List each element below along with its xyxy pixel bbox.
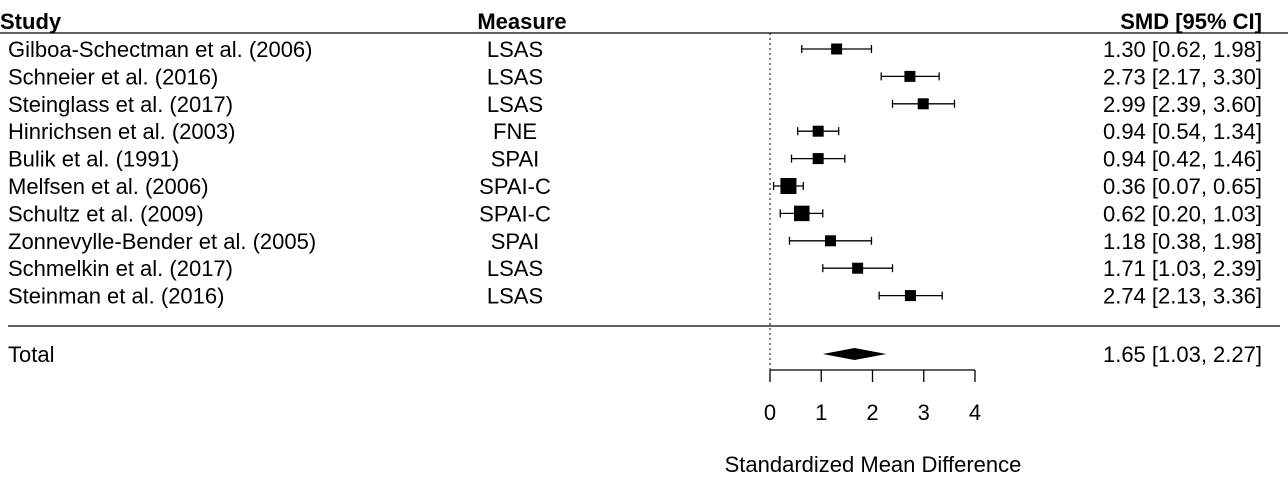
study-row: Schmelkin et al. (2017) LSAS 1.71 [1.03, 2… xyxy=(8,256,1262,281)
study-measure: LSAS xyxy=(487,37,543,62)
study-rows: Gilboa-Schectman et al. (2006) LSAS 1.30 [… xyxy=(8,37,1262,309)
study-point-box xyxy=(904,70,916,82)
study-label: Bulik et al. (1991) xyxy=(8,147,179,172)
study-label: Steinglass et al. (2017) xyxy=(8,92,233,117)
study-point-box xyxy=(812,153,824,165)
study-measure: SPAI-C xyxy=(479,174,551,199)
study-point-box xyxy=(904,290,916,302)
study-point-box xyxy=(852,262,864,274)
header-study: Study xyxy=(0,9,62,34)
study-row: Steinglass et al. (2017) LSAS 2.99 [2.39, … xyxy=(8,92,1262,117)
study-point-box xyxy=(824,235,836,247)
x-axis-label: Standardized Mean Difference xyxy=(725,452,1022,477)
study-label: Gilboa-Schectman et al. (2006) xyxy=(8,37,313,62)
study-point-box xyxy=(831,43,843,55)
study-label: Schmelkin et al. (2017) xyxy=(8,256,233,281)
x-tick-label: 4 xyxy=(969,400,981,425)
study-measure: LSAS xyxy=(487,284,543,309)
study-label: Schneier et al. (2016) xyxy=(8,64,218,89)
total-effect-text: 1.65 [1.03, 2.27] xyxy=(1103,342,1262,367)
study-measure: SPAI xyxy=(491,147,540,172)
study-row: Schultz et al. (2009) SPAI-C 0.62 [0.20, 1… xyxy=(8,201,1262,226)
study-row: Gilboa-Schectman et al. (2006) LSAS 1.30 [… xyxy=(8,37,1262,62)
study-effect-text: 0.94 [0.42, 1.46] xyxy=(1103,147,1262,172)
study-measure: LSAS xyxy=(487,64,543,89)
study-point-box xyxy=(917,98,929,110)
study-effect-text: 2.73 [2.17, 3.30] xyxy=(1103,64,1262,89)
study-label: Steinman et al. (2016) xyxy=(8,284,224,309)
total-diamond xyxy=(822,348,887,360)
study-label: Schultz et al. (2009) xyxy=(8,201,204,226)
header-measure: Measure xyxy=(477,9,566,34)
study-measure: LSAS xyxy=(487,92,543,117)
study-effect-text: 0.36 [0.07, 0.65] xyxy=(1103,174,1262,199)
study-row: Zonnevylle-Bender et al. (2005) SPAI 1.18 … xyxy=(8,229,1262,254)
study-label: Zonnevylle-Bender et al. (2005) xyxy=(8,229,316,254)
x-tick-label: 2 xyxy=(866,400,878,425)
study-measure: SPAI-C xyxy=(479,201,551,226)
x-tick-label: 3 xyxy=(918,400,930,425)
study-row: Melfsen et al. (2006) SPAI-C 0.36 [0.07, 0… xyxy=(8,174,1262,199)
study-effect-text: 0.62 [0.20, 1.03] xyxy=(1103,201,1262,226)
study-measure: FNE xyxy=(493,119,537,144)
study-point-box xyxy=(794,205,810,222)
header-effect: SMD [95% CI] xyxy=(1120,9,1262,34)
study-row: Steinman et al. (2016) LSAS 2.74 [2.13, 3.… xyxy=(8,284,1262,309)
x-tick-label: 0 xyxy=(764,400,776,425)
x-axis-ticks: 0 1 2 3 4 xyxy=(764,370,981,425)
x-tick-label: 1 xyxy=(815,400,827,425)
study-effect-text: 1.30 [0.62, 1.98] xyxy=(1103,37,1262,62)
study-label: Hinrichsen et al. (2003) xyxy=(8,119,235,144)
study-measure: LSAS xyxy=(487,256,543,281)
study-label: Melfsen et al. (2006) xyxy=(8,174,209,199)
study-effect-text: 1.18 [0.38, 1.98] xyxy=(1103,229,1262,254)
study-point-box xyxy=(780,178,797,194)
study-effect-text: 2.99 [2.39, 3.60] xyxy=(1103,92,1262,117)
study-effect-text: 1.71 [1.03, 2.39] xyxy=(1103,256,1262,281)
total-label: Total xyxy=(8,342,54,367)
study-row: Hinrichsen et al. (2003) FNE 0.94 [0.54, 1… xyxy=(8,119,1262,144)
study-row: Bulik et al. (1991) SPAI 0.94 [0.42, 1.46] xyxy=(8,147,1262,172)
study-effect-text: 2.74 [2.13, 3.36] xyxy=(1103,284,1262,309)
study-measure: SPAI xyxy=(491,229,540,254)
study-effect-text: 0.94 [0.54, 1.34] xyxy=(1103,119,1262,144)
study-point-box xyxy=(812,125,824,137)
study-row: Schneier et al. (2016) LSAS 2.73 [2.17, 3.… xyxy=(8,64,1262,89)
